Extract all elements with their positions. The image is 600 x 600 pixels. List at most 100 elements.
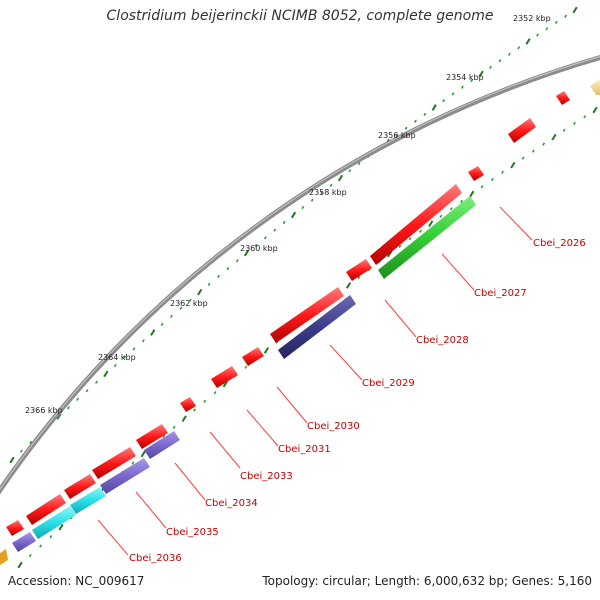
tick-mark [357,161,361,166]
tick-mark [29,440,33,445]
tick-mark [197,288,203,296]
gene-label[interactable]: Cbei_2036 [129,553,182,564]
tick-mark [517,46,521,50]
tick-mark [56,413,62,420]
tick-mark [329,183,333,188]
forward-strand-genes [6,79,600,536]
tick-mark [207,282,211,286]
tick-mark [554,20,558,25]
gene-label[interactable]: Cbei_2034 [205,498,258,509]
gene-label[interactable]: Cbei_2030 [307,421,360,432]
position-tick-labels: 2352 kbp 2354 kbp 2356 kbp 2358 kbp 2360… [25,14,551,415]
tick-mark [431,104,437,111]
tick-mark [510,161,516,169]
tick-mark [170,314,173,318]
tick-mark [562,128,566,132]
tick-mark [95,380,98,384]
tick-mark [404,126,408,130]
tick-mark [188,298,192,302]
tick-mark [525,38,531,45]
tick-mark [478,70,484,78]
tick-mark [222,380,228,388]
tick-mark [19,449,23,453]
tick-mark [282,220,286,225]
gene-feature[interactable] [468,166,484,181]
tick-mark [545,27,549,31]
gene-feature[interactable] [211,366,238,388]
gene-feature[interactable] [370,184,462,265]
tick-mark [66,406,70,410]
genome-backbone [0,55,600,495]
tick-mark [290,211,297,219]
gene-feature[interactable] [144,431,180,459]
gene-label[interactable]: Cbei_2029 [362,378,415,389]
tick-mark [489,65,492,69]
gene-feature[interactable] [378,196,476,279]
tick-mark [141,339,145,343]
tick-mark [49,534,53,539]
tick-mark [160,322,164,327]
tick-label: 2354 kbp [446,73,484,82]
tick-label: 2358 kbp [309,188,347,197]
tick-mark [217,274,220,279]
tick-mark [551,133,557,141]
gene-feature[interactable] [278,295,356,359]
tick-mark [451,92,455,96]
genome-summary-text: Topology: circular; Length: 6,000,632 bp… [262,574,592,588]
gene-label[interactable]: Cbei_2031 [278,444,331,455]
tick-mark [414,119,417,123]
gene-feature[interactable] [70,487,106,514]
tick-mark [58,523,64,531]
gene-feature[interactable] [92,447,136,479]
gene-feature[interactable] [12,532,36,552]
tick-mark [193,408,196,412]
tick-mark [521,156,525,160]
gene-feature[interactable] [270,287,344,343]
gene-label[interactable]: Cbei_2028 [416,335,469,346]
gene-feature[interactable] [26,494,66,525]
tick-mark [263,347,270,354]
gene-label[interactable]: Cbei_2033 [240,471,293,482]
gene-feature[interactable] [346,259,372,281]
gene-feature[interactable] [6,520,24,536]
tick-mark [423,112,427,117]
tick-label: 2360 kbp [240,244,278,253]
tick-label: 2364 kbp [98,353,136,362]
tick-mark [572,6,578,14]
tick-mark [501,170,504,174]
tick-mark [480,185,484,189]
tick-mark [140,450,146,458]
gene-feature[interactable] [508,118,536,143]
gene-feature[interactable] [556,91,570,105]
tick-mark [348,169,352,173]
tick-mark [460,199,463,204]
gene-label[interactable]: Cbei_2027 [474,288,527,299]
tick-mark [9,456,15,464]
gene-feature[interactable] [136,424,168,449]
tick-mark [507,52,511,56]
tick-mark [449,207,453,211]
gene-label[interactable]: Cbei_2035 [166,527,219,538]
gene-feature[interactable] [180,397,196,412]
tick-mark [162,434,166,438]
gene-feature[interactable] [0,549,8,565]
tick-mark [469,190,475,198]
tick-mark [181,415,187,423]
tick-mark [132,347,136,351]
tick-mark [320,191,324,195]
tick-mark [172,425,176,430]
tick-mark [461,85,464,89]
outer-tick-ring [9,6,578,464]
tick-mark [113,363,117,368]
tick-mark [398,244,402,249]
gene-feature[interactable] [32,506,76,539]
gene-feature[interactable] [100,458,150,494]
tick-label: 2362 kbp [170,299,208,308]
tick-mark [254,243,258,248]
gene-feature[interactable] [590,79,600,95]
gene-label[interactable]: Cbei_2026 [533,238,586,249]
tick-mark [442,99,446,103]
gene-feature[interactable] [64,474,96,499]
genome-backbone-highlight [0,56,600,490]
gene-feature[interactable] [242,347,264,366]
